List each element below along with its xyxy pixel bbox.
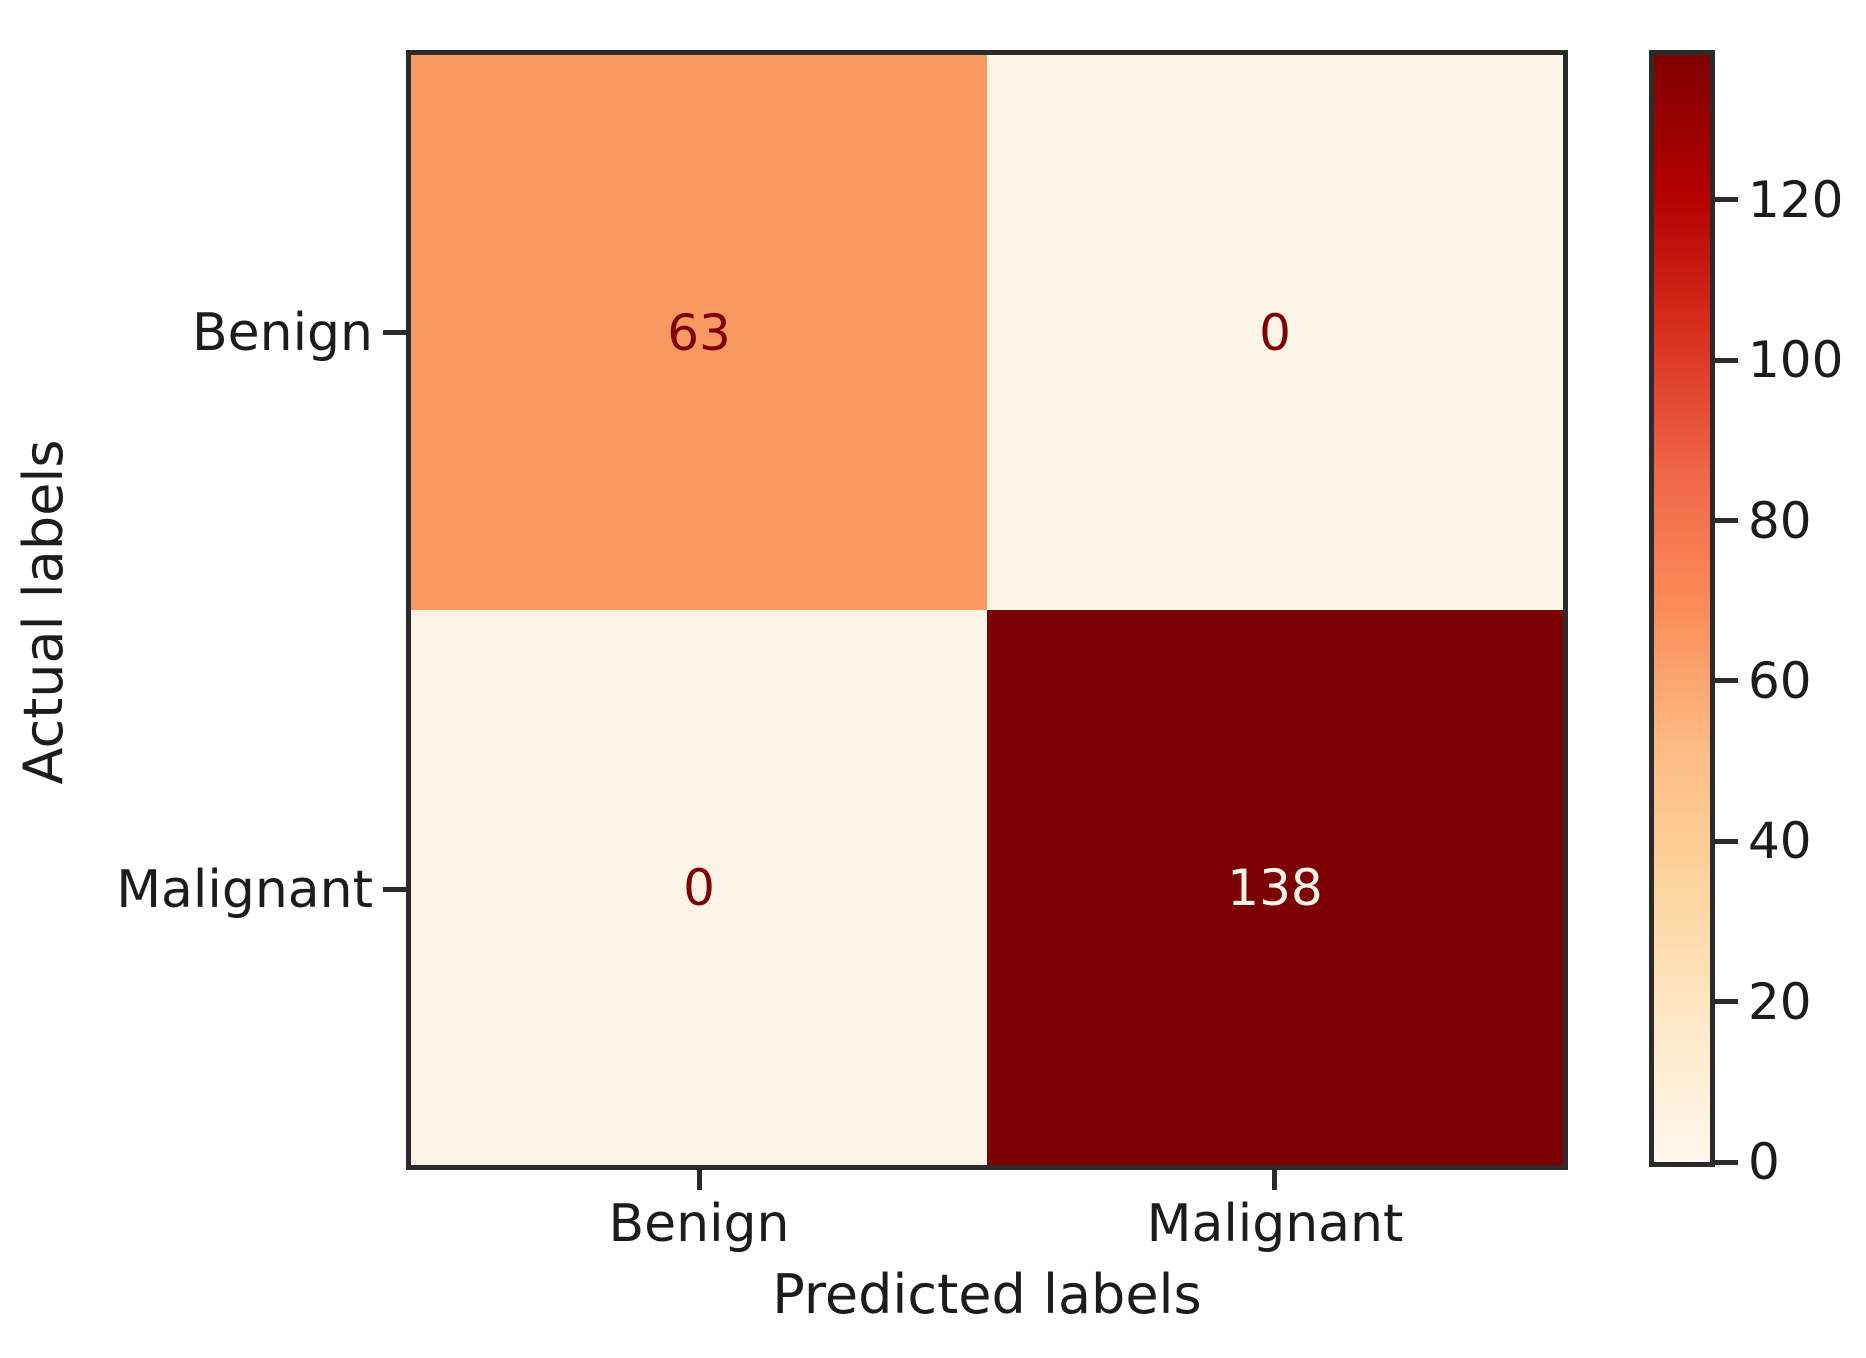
x-tick-label-benign: Benign xyxy=(608,1194,790,1254)
x-tick-label-malignant: Malignant xyxy=(1146,1194,1404,1254)
colorbar-tick-mark-100 xyxy=(1714,358,1738,363)
x-tick-mark-benign xyxy=(697,1168,702,1190)
x-axis-title: Predicted labels xyxy=(772,1263,1202,1326)
colorbar-tick-mark-120 xyxy=(1714,197,1738,202)
y-tick-label-malignant: Malignant xyxy=(116,860,373,920)
colorbar-tick-mark-80 xyxy=(1714,518,1738,523)
colorbar xyxy=(1649,50,1715,1167)
cell-value: 63 xyxy=(667,303,731,362)
heatmap-cell-actual-malignant-pred-benign: 0 xyxy=(411,610,987,1165)
colorbar-gradient xyxy=(1654,55,1710,1162)
colorbar-tick-mark-0 xyxy=(1714,1160,1738,1165)
colorbar-tick-mark-20 xyxy=(1714,999,1738,1004)
heatmap-cell-actual-malignant-pred-malignant: 138 xyxy=(987,610,1563,1165)
colorbar-tick-label-120: 120 xyxy=(1748,171,1844,229)
x-tick-mark-malignant xyxy=(1272,1168,1277,1190)
cell-value: 0 xyxy=(683,858,715,917)
cell-value: 138 xyxy=(1227,858,1323,917)
colorbar-tick-label-20: 20 xyxy=(1748,973,1812,1031)
y-tick-mark-benign xyxy=(383,330,407,335)
heatmap-cell-actual-benign-pred-malignant: 0 xyxy=(987,55,1563,610)
y-tick-label-benign: Benign xyxy=(191,303,373,363)
heatmap-cell-actual-benign-pred-benign: 63 xyxy=(411,55,987,610)
cell-value: 0 xyxy=(1259,303,1291,362)
colorbar-tick-label-100: 100 xyxy=(1748,331,1844,389)
y-axis-title: Actual labels xyxy=(12,439,75,785)
heatmap-plot: 63 0 0 138 xyxy=(406,50,1568,1170)
colorbar-tick-label-60: 60 xyxy=(1748,652,1812,710)
colorbar-tick-mark-60 xyxy=(1714,678,1738,683)
colorbar-tick-label-0: 0 xyxy=(1748,1133,1780,1191)
colorbar-tick-label-80: 80 xyxy=(1748,492,1812,550)
colorbar-tick-label-40: 40 xyxy=(1748,812,1812,870)
y-tick-mark-malignant xyxy=(383,887,407,892)
colorbar-tick-mark-40 xyxy=(1714,839,1738,844)
